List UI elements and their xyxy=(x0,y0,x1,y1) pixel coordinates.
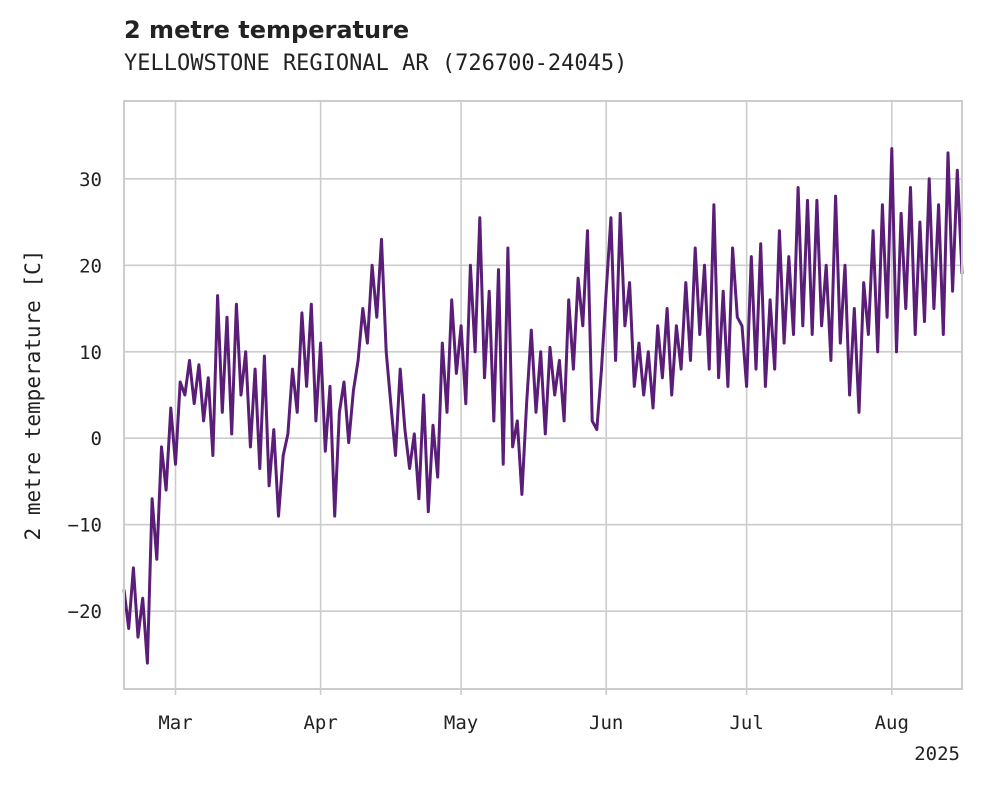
y-tick-label: 0 xyxy=(91,428,102,450)
y-tick-label: −10 xyxy=(68,515,102,537)
plot-frame xyxy=(123,100,963,690)
y-axis-ticks: −20 −10 0 10 20 30 xyxy=(68,169,102,623)
x-tick-label: Mar xyxy=(158,712,192,734)
y-axis-label: 2 metre temperature [C] xyxy=(21,250,45,541)
x-tick-label: May xyxy=(444,712,478,734)
chart-subtitle: YELLOWSTONE REGIONAL AR (726700-24045) xyxy=(124,51,628,76)
grid-lines xyxy=(124,101,962,689)
x-offset-label: 2025 xyxy=(914,743,960,765)
x-tick-label: Jul xyxy=(729,712,763,734)
x-tick-label: Jun xyxy=(589,712,623,734)
y-tick-label: −20 xyxy=(68,601,102,623)
x-tick-label: Aug xyxy=(875,712,909,734)
x-axis-ticks: Mar Apr May Jun Jul Aug xyxy=(158,689,909,734)
y-tick-label: 10 xyxy=(79,342,102,364)
y-tick-label: 20 xyxy=(79,255,102,277)
series-group xyxy=(122,147,964,665)
x-tick-label: Apr xyxy=(303,712,337,734)
y-tick-label: 30 xyxy=(79,169,102,191)
series-line xyxy=(122,147,964,665)
chart-title: 2 metre temperature xyxy=(124,16,410,44)
